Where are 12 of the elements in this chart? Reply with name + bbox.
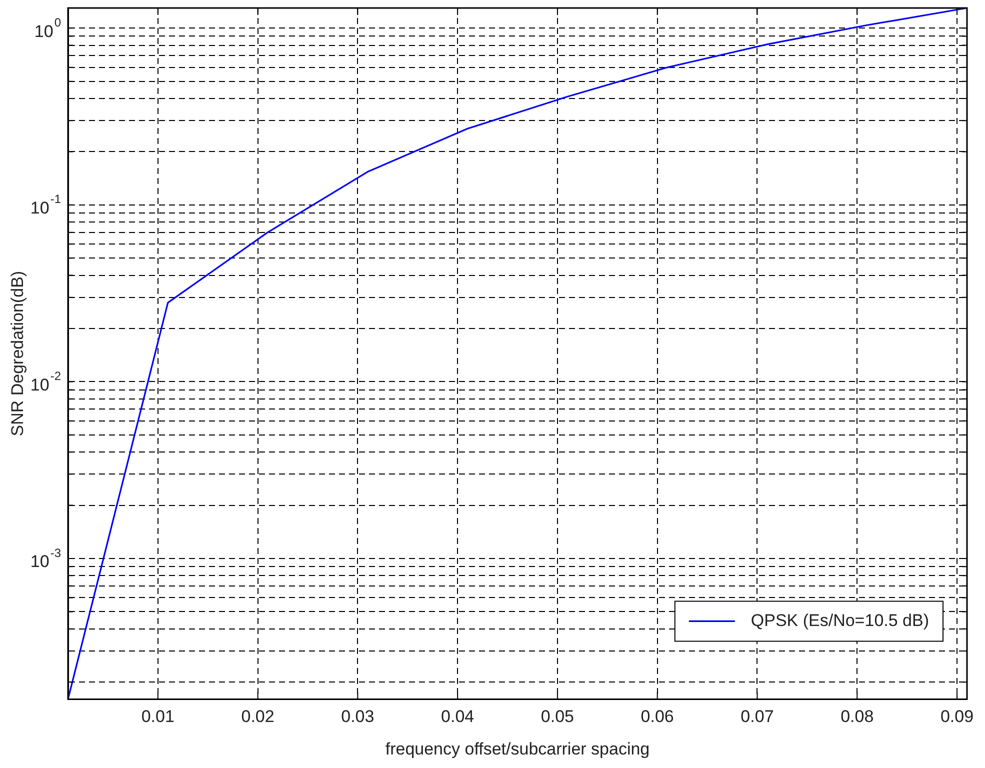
x-tick-label: 0.02 bbox=[241, 707, 274, 726]
x-axis-title: frequency offset/subcarrier spacing bbox=[385, 739, 650, 758]
x-tick-label: 0.08 bbox=[840, 707, 874, 726]
x-tick-label: 0.01 bbox=[141, 707, 174, 726]
x-tick-label: 0.05 bbox=[540, 707, 574, 726]
legend-label: QPSK (Es/No=10.5 dB) bbox=[750, 610, 930, 630]
x-tick-label: 0.09 bbox=[940, 707, 974, 726]
x-tick-label: 0.07 bbox=[740, 707, 774, 726]
y-axis-title: SNR Degredation(dB) bbox=[8, 270, 27, 436]
x-tick-label: 0.04 bbox=[441, 707, 474, 726]
x-tick-label: 0.06 bbox=[640, 707, 674, 726]
x-tick-label: 0.03 bbox=[341, 707, 374, 726]
